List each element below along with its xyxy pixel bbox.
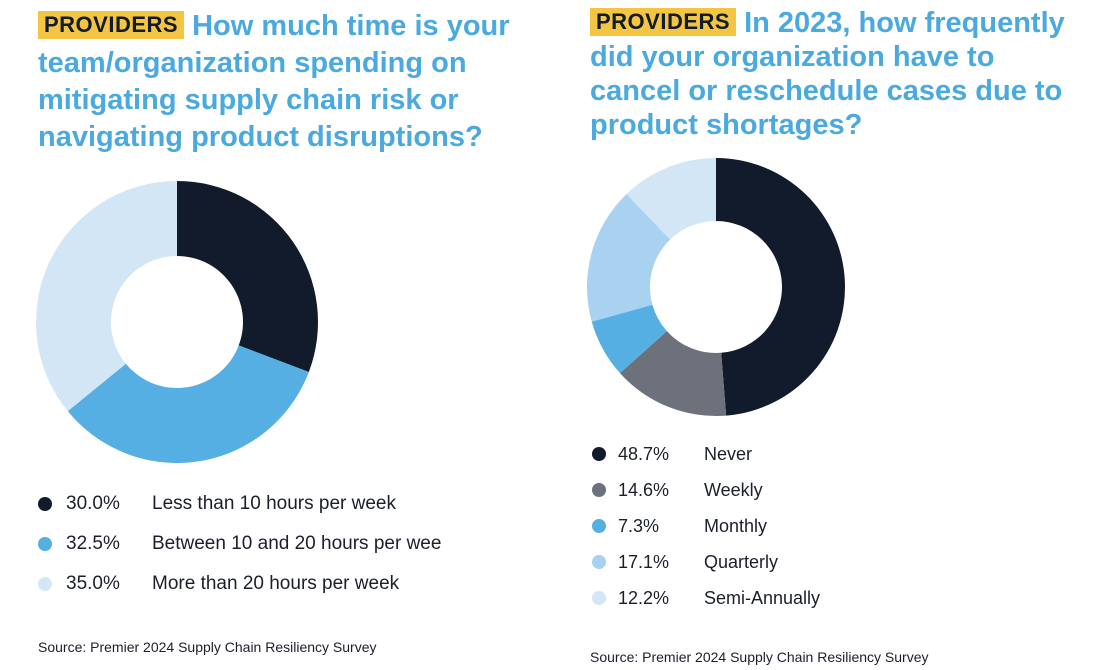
legend-item: 35.0% More than 20 hours per week: [38, 564, 441, 604]
donut-slice: [587, 194, 671, 322]
legend-label: Semi-Annually: [704, 587, 821, 608]
legend-percent: 32.5%: [66, 533, 120, 554]
donut-slice: [619, 331, 727, 416]
legend-label: Monthly: [704, 515, 768, 536]
legend-swatch: [38, 577, 52, 591]
donut-slice: [177, 181, 318, 372]
legend-item: 30.0% Less than 10 hours per week: [38, 484, 441, 524]
donut-chart: [587, 158, 845, 416]
legend-percent: 48.7%: [618, 443, 670, 464]
legend-item: 12.2% Semi-Annually: [592, 580, 820, 616]
providers-badge: PROVIDERS: [590, 8, 737, 36]
legend-swatch: [592, 483, 606, 497]
legend-label: More than 20 hours per week: [152, 573, 400, 594]
legend-percent: 14.6%: [618, 479, 670, 500]
legend-item: 14.6% Weekly: [592, 472, 820, 508]
legend-swatch: [592, 447, 606, 461]
donut-slice: [716, 158, 845, 416]
legend-percent: 7.3%: [618, 515, 660, 536]
donut-slice: [35, 181, 177, 412]
legend-percent: 12.2%: [618, 587, 670, 608]
chart-heading: PROVIDERS In 2023, how frequently did you…: [590, 6, 1090, 142]
legend-item: 7.3% Monthly: [592, 508, 820, 544]
chart-heading: PROVIDERS How much time is your team/orga…: [38, 8, 553, 156]
legend-swatch: [592, 555, 606, 569]
legend-label: Between 10 and 20 hours per wee: [152, 533, 442, 554]
legend-swatch: [38, 497, 52, 511]
legend-item: 32.5% Between 10 and 20 hours per wee: [38, 524, 441, 564]
legend-swatch: [38, 537, 52, 551]
legend-percent: 35.0%: [66, 573, 120, 594]
chart-title: How much time is your team/organization …: [38, 10, 510, 153]
chart-title: In 2023, how frequently did your organiz…: [590, 7, 1065, 141]
source-note: Source: Premier 2024 Supply Chain Resili…: [38, 639, 377, 655]
donut-slice: [591, 304, 667, 374]
chart-legend: 30.0% Less than 10 hours per week 32.5% Bet…: [38, 484, 441, 604]
legend-label: Never: [704, 443, 753, 464]
donut-chart: [35, 181, 318, 463]
legend-percent: 17.1%: [618, 551, 670, 572]
legend-item: 17.1% Quarterly: [592, 544, 820, 580]
chart-legend: 48.7% Never 14.6% Weekly 7.3% Monthly 17.1% Qua…: [592, 436, 820, 616]
legend-item: 48.7% Never: [592, 436, 820, 472]
donut-slice: [626, 158, 716, 240]
legend-swatch: [592, 591, 606, 605]
source-note: Source: Premier 2024 Supply Chain Resili…: [590, 649, 929, 665]
legend-percent: 30.0%: [66, 493, 120, 514]
legend-label: Quarterly: [704, 551, 779, 572]
legend-swatch: [592, 519, 606, 533]
providers-badge: PROVIDERS: [38, 11, 185, 39]
legend-label: Less than 10 hours per week: [152, 493, 396, 514]
legend-label: Weekly: [704, 479, 763, 500]
donut-slice: [67, 345, 309, 463]
chart-panel-right: PROVIDERS In 2023, how frequently did you…: [560, 0, 1102, 670]
chart-panel-left: PROVIDERS How much time is your team/orga…: [35, 8, 553, 655]
